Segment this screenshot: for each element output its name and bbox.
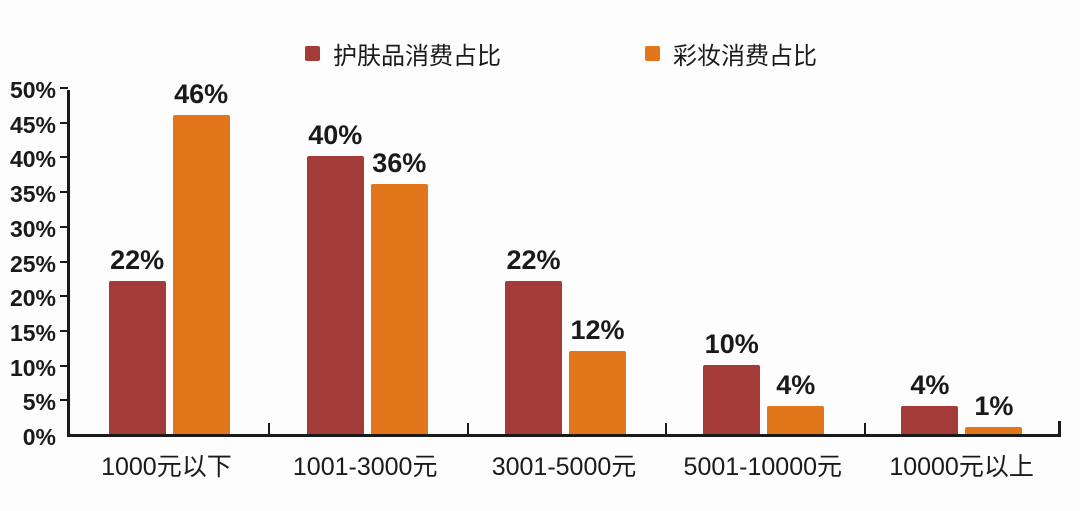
plot-area: 22% 46% 40% 36% 22% 12% 10% 4% 4% 1%	[60, 79, 1061, 437]
legend-swatch-skincare	[305, 46, 320, 61]
y-axis-label: 45%	[9, 111, 56, 138]
bar-skincare	[306, 156, 364, 434]
x-axis-tick	[864, 423, 867, 434]
y-axis-label: 40%	[9, 146, 56, 173]
y-axis-label: 50%	[9, 77, 56, 103]
y-axis-tick	[60, 87, 68, 89]
bar-group: 22% 46%	[70, 79, 268, 434]
bar-makeup	[965, 427, 1023, 434]
bar-value-label: 46%	[174, 78, 229, 109]
y-axis-tick	[60, 156, 68, 159]
bar-makeup	[569, 350, 626, 434]
legend-item-skincare: 护肤品消费占比	[305, 36, 501, 71]
bar-column: 10%	[703, 328, 761, 434]
bar-makeup	[370, 184, 428, 434]
y-axis-label: 15%	[9, 319, 56, 346]
bar-column: 40%	[306, 120, 364, 434]
y-axis-label: 5%	[22, 389, 56, 416]
y-axis-label: 0%	[22, 424, 56, 450]
y-axis-tick	[60, 191, 68, 194]
legend-label-makeup: 彩妆消费占比	[673, 43, 817, 70]
bar-group: 4% 1%	[863, 90, 1061, 434]
bar-column: 22%	[505, 245, 562, 434]
bar-group: 22% 12%	[466, 90, 664, 434]
bar-column: 46%	[172, 78, 230, 434]
bar-column: 4%	[901, 370, 959, 434]
y-axis: 0% 5% 10% 15% 20% 25% 30% 35% 40% 45% 50%	[0, 78, 56, 449]
bar-groups: 22% 46% 40% 36% 22% 12% 10% 4% 4% 1%	[70, 79, 1061, 434]
x-axis-end-tick	[1058, 421, 1061, 434]
bar-value-label: 22%	[110, 245, 165, 276]
y-axis-tick	[60, 364, 68, 367]
category-label: 5001-10000元	[683, 453, 843, 481]
x-axis-tick	[665, 423, 668, 434]
bar-skincare	[108, 281, 166, 434]
bar-value-label: 1%	[974, 391, 1014, 422]
y-axis-label: 25%	[9, 250, 56, 277]
y-axis-label: 10%	[9, 354, 56, 381]
bar-column: 36%	[370, 148, 428, 434]
bar-column: 4%	[767, 370, 825, 434]
y-axis-tick	[60, 295, 68, 298]
bar-group: 10% 4%	[665, 90, 863, 434]
bar-makeup	[767, 406, 825, 434]
y-axis-label: 30%	[9, 215, 56, 242]
x-axis-tick	[267, 423, 270, 434]
bar-group: 40% 36%	[268, 90, 466, 434]
category-label: 1001-3000元	[292, 453, 438, 481]
bar-column: 22%	[108, 245, 166, 434]
y-axis-label: 35%	[9, 181, 56, 208]
bar-column: 1%	[965, 391, 1023, 434]
y-axis-tick	[60, 225, 68, 228]
category-label: 10000元以上	[889, 453, 1034, 481]
bar-value-label: 22%	[506, 245, 561, 276]
bar-value-label: 40%	[308, 120, 363, 151]
x-axis: 1000元以下 1001-3000元 3001-5000元 5001-10000元 10…	[67, 447, 1061, 483]
category-label: 3001-5000元	[491, 453, 637, 481]
y-axis-tick	[60, 329, 68, 332]
bar-makeup	[172, 114, 230, 434]
y-axis-tick	[60, 121, 68, 124]
bar-value-label: 12%	[570, 314, 625, 345]
y-axis-tick	[60, 399, 68, 402]
bar-value-label: 4%	[776, 370, 816, 401]
legend-item-makeup: 彩妆消费占比	[645, 36, 817, 71]
bar-skincare	[703, 364, 761, 434]
legend-label-skincare: 护肤品消费占比	[333, 43, 501, 70]
bar-skincare	[505, 281, 562, 434]
y-axis-tick	[60, 260, 68, 263]
bar-value-label: 36%	[372, 148, 427, 179]
y-axis-label: 20%	[9, 285, 56, 312]
bar-column: 12%	[569, 315, 626, 434]
bar-value-label: 4%	[910, 370, 950, 401]
bar-skincare	[901, 406, 959, 434]
x-axis-tick	[466, 423, 469, 434]
legend-swatch-makeup	[645, 46, 660, 61]
category-label: 1000元以下	[101, 453, 232, 481]
bar-value-label: 10%	[704, 328, 759, 359]
